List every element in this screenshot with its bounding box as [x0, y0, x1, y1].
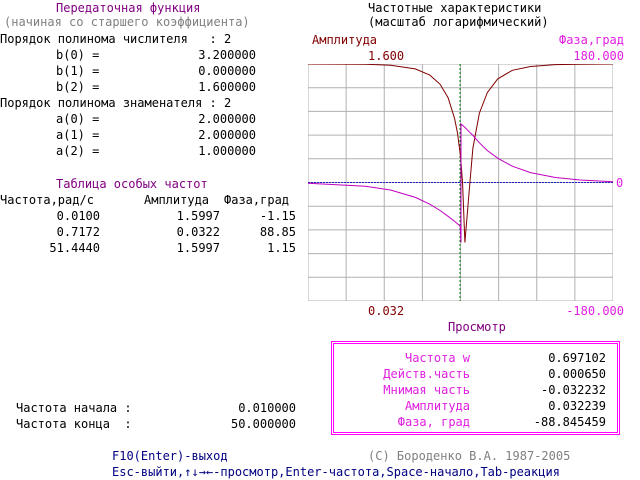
table-row-amp: 1.5997 [176, 241, 220, 255]
coeff-value-a0[interactable]: 2.000000 [198, 112, 256, 126]
freq-response-title: Частотные характеристики [368, 1, 542, 15]
view-value-real-part: 0.000650 [548, 367, 606, 381]
freq-response-subtitle: (масштаб логарифмический) [368, 15, 549, 29]
amplitude-curve [308, 64, 613, 243]
key-help: Esc-выйти,↑↓→←-просмотр,Enter-частота,Sp… [112, 465, 560, 479]
phase-curve [308, 122, 613, 243]
view-value-amplitude: 0.032239 [548, 399, 606, 413]
view-value-frequency: 0.697102 [548, 351, 606, 365]
amplitude-min-tick: 0.032 [368, 304, 405, 318]
view-label-imag-part: Мнимая часть [383, 383, 470, 397]
view-label-frequency: Частота w [404, 351, 470, 365]
exit-hint[interactable]: F10(Enter)-выход [112, 449, 228, 463]
coeff-label-a2: a(2) = [56, 144, 100, 158]
coeff-label-b1: b(1) = [56, 64, 100, 78]
table-row-phase: -1.15 [259, 209, 296, 223]
coeff-value-a1[interactable]: 2.000000 [198, 128, 256, 142]
coeff-label-a1: a(1) = [56, 128, 100, 142]
table-row-phase: 88.85 [259, 225, 296, 239]
special-freq-table-title: Таблица особых частот [56, 177, 208, 191]
table-row-freq: 0.7172 [56, 225, 100, 239]
coeff-label-b0: b(0) = [56, 48, 100, 62]
amplitude-max-tick: 1.600 [368, 49, 405, 63]
freq-start-label: Частота начала : [16, 401, 132, 415]
coeff-label-a0: a(0) = [56, 112, 100, 126]
transfer-function-subtitle: (начиная со старшего коэффициента) [4, 15, 250, 29]
phase-min-tick: -180.000 [566, 304, 624, 318]
coeff-value-b1[interactable]: 0.000000 [198, 64, 256, 78]
coeff-label-b2: b(2) = [56, 80, 100, 94]
view-label-real-part: Действ.часть [383, 367, 470, 381]
coeff-value-b0[interactable]: 3.200000 [198, 48, 256, 62]
view-value-imag-part: -0.032232 [540, 383, 606, 397]
phase-zero-tick: 0 [616, 176, 624, 190]
frequency-response-plot[interactable] [308, 64, 613, 301]
view-panel: Частота w 0.697102 Действ.часть 0.000650… [331, 341, 620, 435]
freq-end-value[interactable]: 50.000000 [230, 417, 296, 431]
table-row-phase: 1.15 [267, 241, 296, 255]
phase-axis-label: Фаза,град [558, 33, 624, 47]
transfer-function-title: Передаточная функция [56, 1, 201, 15]
freq-end-label: Частота конца : [16, 417, 132, 431]
table-row-amp: 0.0322 [176, 225, 220, 239]
copyright: (C) Бороденко В.А. 1987-2005 [368, 449, 571, 463]
coeff-value-b2[interactable]: 1.600000 [198, 80, 256, 94]
view-label-phase: Фаза, град [397, 415, 470, 429]
amplitude-axis-label: Амплитуда [312, 33, 378, 47]
numerator-order-label[interactable]: Порядок полинома числителя : 2 [0, 32, 232, 46]
table-header-phase: Фаза,град [224, 193, 290, 207]
view-value-phase: -88.845459 [533, 415, 606, 429]
phase-max-tick: 180.000 [573, 49, 624, 63]
table-header-amplitude: Амплитуда [144, 193, 210, 207]
table-row-freq: 51.4440 [49, 241, 100, 255]
table-header-frequency: Частота,рад/с [0, 193, 94, 207]
table-row-amp: 1.5997 [176, 209, 220, 223]
view-label-amplitude: Амплитуда [404, 399, 470, 413]
freq-start-value[interactable]: 0.010000 [238, 401, 296, 415]
denominator-order-label[interactable]: Порядок полинома знаменателя : 2 [0, 96, 232, 110]
table-row-freq: 0.0100 [56, 209, 100, 223]
coeff-value-a2[interactable]: 1.000000 [198, 144, 256, 158]
view-title: Просмотр [448, 320, 506, 334]
